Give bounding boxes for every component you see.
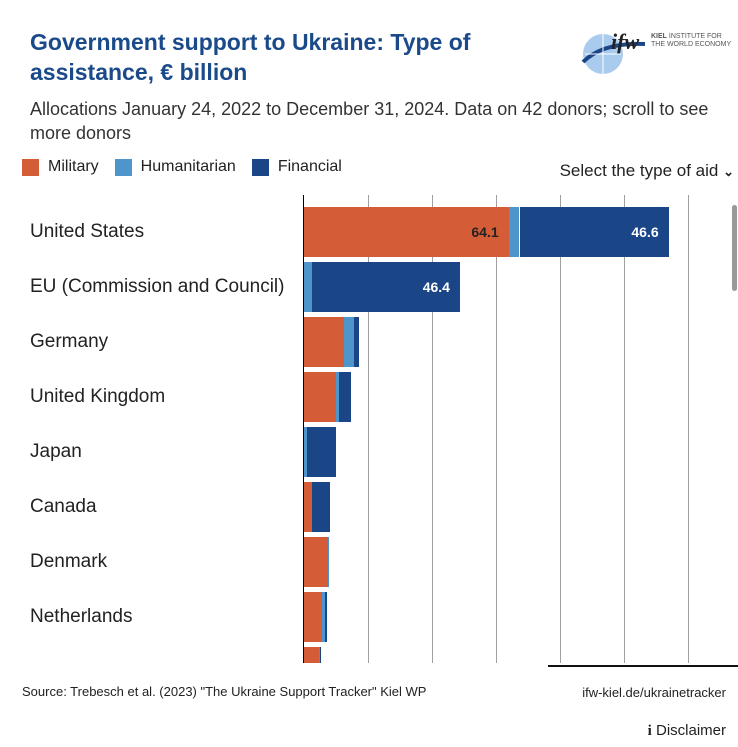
bar-financial[interactable] (353, 317, 359, 367)
disclaimer-label: Disclaimer (655, 722, 726, 739)
legend-swatch (251, 158, 269, 176)
gridline (495, 195, 497, 663)
category-label: United Kingdom (30, 386, 166, 407)
info-icon: i (647, 723, 652, 739)
category-label: Japan (30, 441, 82, 462)
bar-humanitarian[interactable] (343, 317, 354, 367)
tracker-link[interactable]: ifw-kiel.de/ukrainetracker (582, 685, 726, 700)
chart-plot-area: United States 64.1 46.6 EU (Commission and … (0, 195, 738, 663)
chevron-down-icon: ⌄ (723, 164, 734, 179)
scrollbar-thumb[interactable] (732, 205, 737, 291)
legend-item-humanitarian: Humanitarian (114, 158, 236, 176)
data-label: 46.6 (631, 224, 659, 240)
legend-label: Military (48, 158, 99, 175)
bar-humanitarian[interactable] (303, 262, 312, 312)
bar-humanitarian[interactable] (508, 207, 520, 257)
bar-financial[interactable] (519, 207, 669, 257)
svg-text:ifw: ifw (611, 29, 639, 54)
source-note: Source: Trebesch et al. (2023) "The Ukra… (22, 684, 427, 699)
ifw-logo: ifw KIEL INSTITUTE FOR THE WORLD ECONOMY (575, 22, 735, 80)
category-label: Canada (30, 496, 97, 517)
chart-subtitle: Allocations January 24, 2022 to December… (30, 99, 709, 143)
bar-military[interactable] (303, 372, 336, 422)
bar-military[interactable] (303, 537, 328, 587)
legend-label: Humanitarian (140, 158, 236, 175)
bar-financial[interactable] (338, 372, 351, 422)
bar-military[interactable] (303, 317, 344, 367)
legend-swatch (22, 158, 39, 176)
svg-text:KIEL INSTITUTE FOR: KIEL INSTITUTE FOR (651, 33, 722, 40)
category-label: United States (30, 221, 145, 242)
bar-financial[interactable] (319, 647, 321, 663)
bar-military[interactable] (303, 207, 509, 257)
bar-financial[interactable] (307, 427, 337, 477)
bar-humanitarian[interactable] (322, 592, 326, 642)
legend-item-military: Military (22, 158, 99, 176)
gridline (367, 195, 369, 663)
svg-text:THE WORLD ECONOMY: THE WORLD ECONOMY (651, 41, 731, 48)
disclaimer-button[interactable]: i Disclaimer (648, 722, 726, 740)
bar-humanitarian[interactable] (318, 647, 320, 663)
legend-label: Financial (277, 158, 342, 175)
category-label: Sweden (30, 647, 99, 663)
gridline (431, 195, 433, 663)
select-label: Select the type of aid (559, 161, 719, 180)
bar-military[interactable] (303, 647, 319, 663)
gridline (559, 195, 561, 663)
data-label: 46.4 (422, 279, 450, 295)
bar-financial[interactable] (312, 482, 330, 532)
legend-swatch (114, 158, 132, 176)
category-label: Denmark (30, 551, 108, 572)
data-label: 64.1 (471, 224, 499, 240)
category-label: Germany (30, 331, 109, 352)
category-label: EU (Commission and Council) (30, 276, 285, 297)
bar-humanitarian[interactable] (335, 372, 339, 422)
bar-financial[interactable] (311, 262, 460, 312)
legend: Military Humanitarian Financial (22, 158, 342, 176)
bar-financial[interactable] (325, 592, 328, 642)
bar-humanitarian[interactable] (303, 427, 308, 477)
legend-item-financial: Financial (251, 158, 342, 176)
chart-title: Government support to Ukraine: Type of a… (30, 29, 471, 85)
category-label: Netherlands (30, 606, 133, 627)
bar-humanitarian[interactable] (311, 482, 313, 532)
aid-type-select[interactable]: Select the type of aid ⌄ (560, 161, 734, 181)
gridline (687, 195, 689, 663)
x-axis-line (548, 665, 738, 667)
gridline (623, 195, 625, 663)
bar-military[interactable] (303, 592, 323, 642)
bar-military[interactable] (303, 482, 312, 532)
bar-humanitarian[interactable] (327, 537, 329, 587)
